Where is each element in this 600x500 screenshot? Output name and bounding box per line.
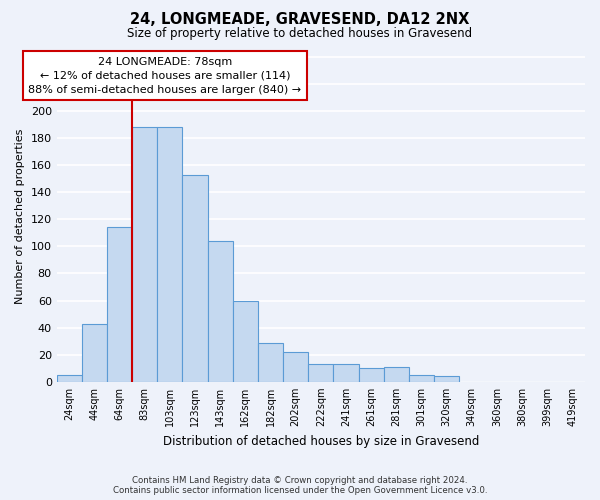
Y-axis label: Number of detached properties: Number of detached properties	[15, 128, 25, 304]
X-axis label: Distribution of detached houses by size in Gravesend: Distribution of detached houses by size …	[163, 434, 479, 448]
Bar	[82, 324, 107, 382]
Bar	[233, 300, 258, 382]
Bar	[308, 364, 334, 382]
Bar	[359, 368, 384, 382]
Bar	[107, 228, 132, 382]
Bar	[283, 352, 308, 382]
Bar	[132, 127, 157, 382]
Bar	[157, 127, 182, 382]
Bar	[182, 174, 208, 382]
Text: 24, LONGMEADE, GRAVESEND, DA12 2NX: 24, LONGMEADE, GRAVESEND, DA12 2NX	[130, 12, 470, 28]
Text: Contains HM Land Registry data © Crown copyright and database right 2024.
Contai: Contains HM Land Registry data © Crown c…	[113, 476, 487, 495]
Text: Size of property relative to detached houses in Gravesend: Size of property relative to detached ho…	[127, 28, 473, 40]
Bar	[334, 364, 359, 382]
Bar	[56, 375, 82, 382]
Bar	[434, 376, 459, 382]
Bar	[409, 375, 434, 382]
Bar	[258, 342, 283, 382]
Bar	[384, 367, 409, 382]
Bar	[208, 241, 233, 382]
Text: 24 LONGMEADE: 78sqm
← 12% of detached houses are smaller (114)
88% of semi-detac: 24 LONGMEADE: 78sqm ← 12% of detached ho…	[28, 57, 301, 95]
